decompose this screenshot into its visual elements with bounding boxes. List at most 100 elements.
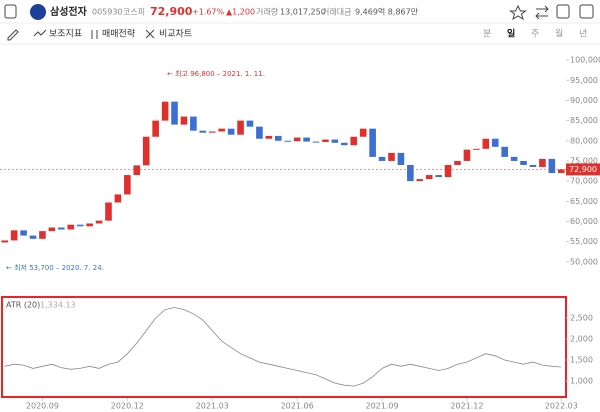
candle: [303, 137, 310, 142]
candle: [265, 135, 273, 139]
candle: [246, 120, 254, 127]
y-tick-label: 2,000: [570, 335, 593, 344]
highlight-box: [1, 296, 567, 398]
candle: [350, 136, 358, 146]
market: 코스피: [123, 8, 145, 17]
candle: [152, 120, 159, 137]
candle: [482, 138, 490, 149]
candle: [369, 128, 376, 157]
volume: 13,017,250: [280, 8, 326, 17]
candle: [39, 231, 46, 239]
candle: [407, 164, 414, 182]
candle: [378, 156, 386, 161]
atr-line: [4, 307, 562, 387]
indicators-button[interactable]: 보조지표: [49, 29, 82, 40]
candle: [180, 116, 188, 125]
strategy-button[interactable]: 매매전략: [102, 28, 135, 40]
candle: [190, 116, 197, 131]
candle: [341, 142, 348, 146]
amount-label: 거래대금: [322, 8, 351, 17]
indicator-value: 1,334.13: [40, 301, 76, 310]
y-tick-label: 1,000: [570, 377, 593, 386]
change-pct: +1.67%: [192, 8, 225, 17]
candle: [124, 175, 131, 195]
candle: [76, 224, 84, 227]
candle: [491, 138, 499, 147]
candle: [557, 169, 565, 174]
candle: [1, 240, 9, 243]
amount: 9,469억 8,867만: [355, 7, 419, 17]
annotation: ← 최고 96,800 – 2021. 1. 11.: [167, 69, 265, 78]
indicator-name: ATR (20): [6, 301, 40, 310]
candle: [548, 158, 556, 174]
candle: [67, 224, 75, 230]
candle: [86, 223, 93, 227]
candle: [312, 141, 320, 143]
y-tick-label: 55,000: [570, 237, 598, 246]
period-button[interactable]: 주: [531, 29, 539, 40]
draw-button[interactable]: [7, 29, 19, 41]
candle: [218, 128, 225, 132]
annotation: ← 최저 53,700 – 2020. 7. 24.: [6, 263, 104, 272]
swap-button[interactable]: [535, 5, 549, 20]
period-button[interactable]: 년: [579, 29, 587, 40]
price-tag: [566, 163, 600, 176]
y-tick-label: 65,000: [570, 197, 598, 206]
x-tick-label: 2022.03: [545, 402, 578, 411]
price-tag-label: 72,900: [569, 165, 597, 174]
candle: [20, 230, 27, 236]
candle: [114, 194, 122, 203]
x-tick-label: 2021.03: [196, 402, 229, 411]
y-tick-label: 95,000: [570, 76, 598, 85]
layout-button[interactable]: [579, 4, 594, 19]
candle: [10, 230, 18, 241]
x-tick-label: 2020.09: [26, 402, 59, 411]
candle: [274, 135, 282, 141]
period-button[interactable]: 월: [555, 28, 563, 40]
sidebar-icon[interactable]: [4, 4, 17, 19]
y-tick-label: 90,000: [570, 96, 598, 105]
candle: [142, 136, 150, 166]
candle: [237, 120, 244, 135]
candle: [444, 164, 452, 178]
candle: [501, 146, 508, 157]
y-tick-label: 70,000: [570, 177, 598, 186]
candle: [171, 101, 178, 125]
y-tick-label: 50,000: [570, 257, 598, 266]
candle: [454, 160, 461, 165]
y-tick-label: 2,500: [570, 314, 593, 323]
candle: [322, 139, 329, 142]
y-tick-label: 75,000: [570, 156, 598, 165]
x-tick-label: 2021.12: [450, 402, 483, 411]
change: ▲1,200: [226, 8, 255, 17]
stock-code: 005930: [92, 8, 123, 17]
candle: [463, 149, 471, 161]
candle: [435, 175, 442, 178]
candle: [416, 179, 424, 182]
y-tick-label: 100,000: [570, 56, 600, 65]
candle: [473, 148, 480, 150]
candle: [359, 128, 367, 137]
candle: [105, 202, 112, 221]
favorite-button[interactable]: [509, 4, 527, 21]
candle: [529, 164, 537, 167]
candle: [256, 126, 263, 139]
candle: [284, 140, 292, 142]
candle: [331, 139, 339, 143]
x-tick-label: 2020.12: [111, 402, 144, 411]
x-tick-label: 2021.09: [366, 402, 399, 411]
x-tick-label: 2021.06: [281, 402, 314, 411]
candle: [58, 227, 65, 230]
candle: [539, 158, 546, 167]
compare-button[interactable]: 비교차트: [159, 28, 192, 40]
logo: [30, 4, 46, 20]
period-button[interactable]: 분: [483, 29, 491, 40]
compare-icon[interactable]: [145, 29, 155, 39]
strategy-icon[interactable]: [91, 30, 98, 39]
candle: [397, 152, 405, 165]
y-tick-label: 80,000: [570, 136, 598, 145]
period-button[interactable]: 일: [507, 28, 515, 40]
indicator-icon[interactable]: [33, 29, 47, 37]
edit-button[interactable]: [556, 4, 570, 19]
